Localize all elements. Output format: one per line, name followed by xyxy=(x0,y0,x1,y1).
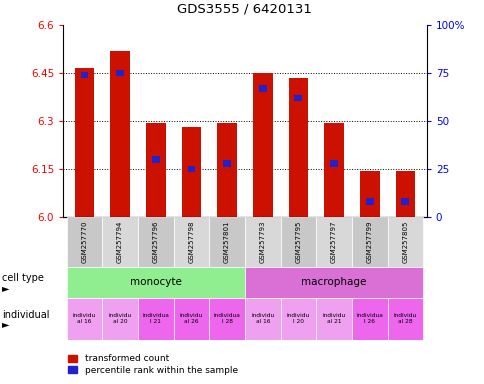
Bar xyxy=(330,160,337,167)
Text: GDS3555 / 6420131: GDS3555 / 6420131 xyxy=(177,2,312,15)
Bar xyxy=(110,51,130,217)
Bar xyxy=(288,78,308,217)
Text: GSM257796: GSM257796 xyxy=(152,221,158,263)
Text: GSM257794: GSM257794 xyxy=(117,221,123,263)
Text: macrophage: macrophage xyxy=(301,277,366,287)
Bar xyxy=(217,122,236,217)
Bar xyxy=(66,267,244,298)
Bar xyxy=(387,217,423,267)
Bar xyxy=(187,166,195,172)
Text: cell type: cell type xyxy=(2,273,44,283)
Text: ►: ► xyxy=(2,283,10,293)
Bar xyxy=(146,122,165,217)
Bar xyxy=(359,170,379,217)
Bar xyxy=(209,298,244,340)
Text: individua
l 21: individua l 21 xyxy=(142,313,169,324)
Bar xyxy=(387,298,423,340)
Bar xyxy=(351,217,387,267)
Text: GSM257793: GSM257793 xyxy=(259,221,265,263)
Text: GSM257805: GSM257805 xyxy=(402,221,408,263)
Bar xyxy=(137,217,173,267)
Bar xyxy=(66,298,102,340)
Text: individu
al 16: individu al 16 xyxy=(251,313,274,324)
Bar xyxy=(324,122,343,217)
Bar xyxy=(351,298,387,340)
Bar xyxy=(75,68,94,217)
Bar xyxy=(173,217,209,267)
Text: GSM257799: GSM257799 xyxy=(366,221,372,263)
Text: individu
al 28: individu al 28 xyxy=(393,313,416,324)
Text: monocyte: monocyte xyxy=(130,277,182,287)
Text: individu
al 26: individu al 26 xyxy=(180,313,203,324)
Bar xyxy=(137,298,173,340)
Bar xyxy=(280,298,316,340)
Bar xyxy=(395,170,414,217)
Bar xyxy=(181,127,201,217)
Text: individu
al 20: individu al 20 xyxy=(108,313,132,324)
Bar xyxy=(102,217,137,267)
Text: GSM257795: GSM257795 xyxy=(295,221,301,263)
Bar xyxy=(102,298,137,340)
Bar xyxy=(80,71,88,78)
Bar xyxy=(66,217,102,267)
Bar xyxy=(223,160,230,167)
Bar xyxy=(253,73,272,217)
Bar xyxy=(316,298,351,340)
Text: individu
al 21: individu al 21 xyxy=(322,313,345,324)
Bar xyxy=(365,198,373,205)
Bar xyxy=(316,217,351,267)
Bar xyxy=(258,85,266,92)
Text: individua
l 26: individua l 26 xyxy=(356,313,382,324)
Bar xyxy=(209,217,244,267)
Bar xyxy=(401,198,408,205)
Text: individua
l 28: individua l 28 xyxy=(213,313,240,324)
Bar xyxy=(244,298,280,340)
Text: individu
al 16: individu al 16 xyxy=(73,313,96,324)
Bar xyxy=(116,70,124,76)
Bar xyxy=(294,94,302,101)
Bar xyxy=(244,217,280,267)
Text: GSM257770: GSM257770 xyxy=(81,221,87,263)
Text: individual: individual xyxy=(2,310,50,320)
Text: ►: ► xyxy=(2,319,10,329)
Text: individu
l 20: individu l 20 xyxy=(286,313,309,324)
Text: GSM257797: GSM257797 xyxy=(331,221,336,263)
Bar xyxy=(151,156,159,163)
Legend: transformed count, percentile rank within the sample: transformed count, percentile rank withi… xyxy=(67,354,238,376)
Text: GSM257801: GSM257801 xyxy=(224,221,229,263)
Bar xyxy=(173,298,209,340)
Text: GSM257798: GSM257798 xyxy=(188,221,194,263)
Bar xyxy=(244,267,423,298)
Bar xyxy=(280,217,316,267)
